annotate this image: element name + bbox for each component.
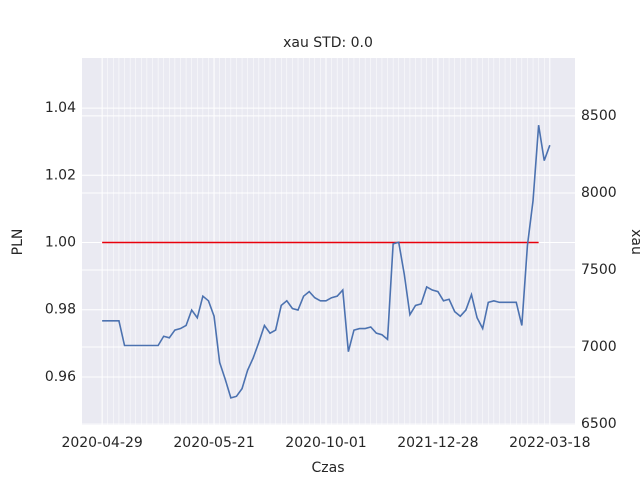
y-tick-label: 0.98 [45, 302, 76, 318]
y-tick-label: 1.00 [45, 235, 76, 251]
y2-axis-label: xau [628, 229, 640, 255]
x-tick-label: 2020-04-29 [61, 435, 142, 451]
y-tick-label: 1.02 [45, 167, 76, 183]
series-line [102, 125, 551, 399]
x-tick-label: 2021-12-28 [397, 435, 478, 451]
y-axis-label: PLN [10, 229, 26, 256]
y2-tick-label: 7000 [581, 339, 617, 355]
x-tick-label: 2020-05-21 [173, 435, 254, 451]
y2-tick-label: 8000 [581, 185, 617, 201]
x-tick-label: 2022-03-18 [509, 435, 590, 451]
x-axis-label: Czas [312, 460, 345, 476]
y2-tick-label: 6500 [581, 416, 617, 432]
chart-title: xau STD: 0.0 [283, 35, 373, 51]
plot-area [82, 58, 575, 425]
y-tick-label: 1.04 [45, 100, 76, 116]
y2-tick-label: 8500 [581, 108, 617, 124]
y2-tick-label: 7500 [581, 262, 617, 278]
x-tick-label: 2020-10-01 [285, 435, 366, 451]
y-tick-label: 0.96 [45, 369, 76, 385]
